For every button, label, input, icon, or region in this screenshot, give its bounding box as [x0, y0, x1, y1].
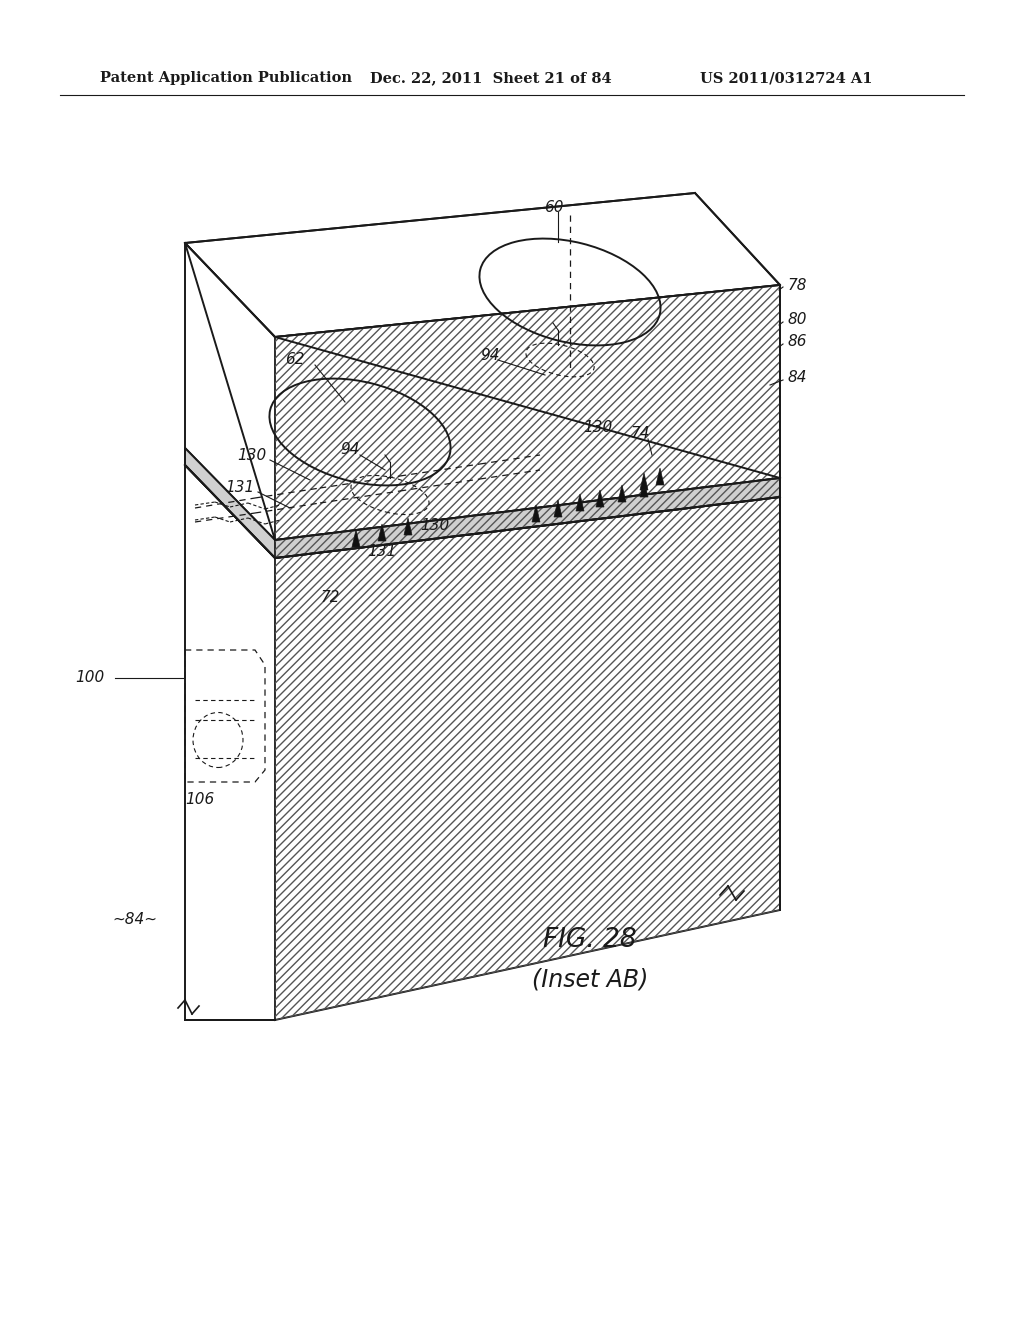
Text: Dec. 22, 2011  Sheet 21 of 84: Dec. 22, 2011 Sheet 21 of 84 [370, 71, 611, 84]
Polygon shape [554, 500, 562, 517]
Polygon shape [275, 285, 780, 540]
Polygon shape [404, 517, 412, 535]
Polygon shape [640, 473, 648, 490]
Text: 78: 78 [788, 277, 808, 293]
Text: US 2011/0312724 A1: US 2011/0312724 A1 [700, 71, 872, 84]
Text: 100: 100 [76, 671, 104, 685]
Text: 94: 94 [340, 442, 359, 458]
Polygon shape [185, 465, 275, 1020]
Text: 74: 74 [630, 426, 650, 441]
Polygon shape [618, 484, 626, 502]
Text: Patent Application Publication: Patent Application Publication [100, 71, 352, 84]
Text: 84: 84 [788, 371, 808, 385]
Polygon shape [532, 506, 540, 521]
Polygon shape [352, 531, 360, 546]
Polygon shape [185, 243, 275, 540]
Text: 80: 80 [788, 313, 808, 327]
Polygon shape [275, 498, 780, 1020]
Text: (Inset AB): (Inset AB) [531, 968, 648, 993]
Polygon shape [275, 478, 780, 558]
Text: FIG. 28: FIG. 28 [543, 927, 637, 953]
Text: 130: 130 [584, 421, 612, 436]
Polygon shape [656, 469, 664, 484]
Text: 106: 106 [185, 792, 215, 808]
Text: 130: 130 [238, 447, 266, 462]
Text: 72: 72 [321, 590, 340, 606]
Text: 131: 131 [368, 544, 396, 560]
Polygon shape [640, 480, 648, 498]
Text: 94: 94 [480, 347, 500, 363]
Text: 131: 131 [225, 480, 255, 495]
Polygon shape [185, 193, 780, 337]
Polygon shape [596, 490, 604, 507]
Polygon shape [185, 447, 275, 558]
Polygon shape [378, 524, 386, 541]
Text: 86: 86 [788, 334, 808, 350]
Text: 60: 60 [544, 201, 564, 215]
Text: 130: 130 [421, 517, 450, 532]
Text: ~84~: ~84~ [113, 912, 158, 928]
Polygon shape [575, 494, 584, 511]
Text: 62: 62 [286, 352, 305, 367]
